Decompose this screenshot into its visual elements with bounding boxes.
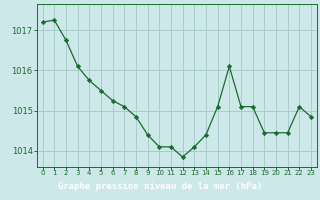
Text: Graphe pression niveau de la mer (hPa): Graphe pression niveau de la mer (hPa) <box>58 182 262 191</box>
